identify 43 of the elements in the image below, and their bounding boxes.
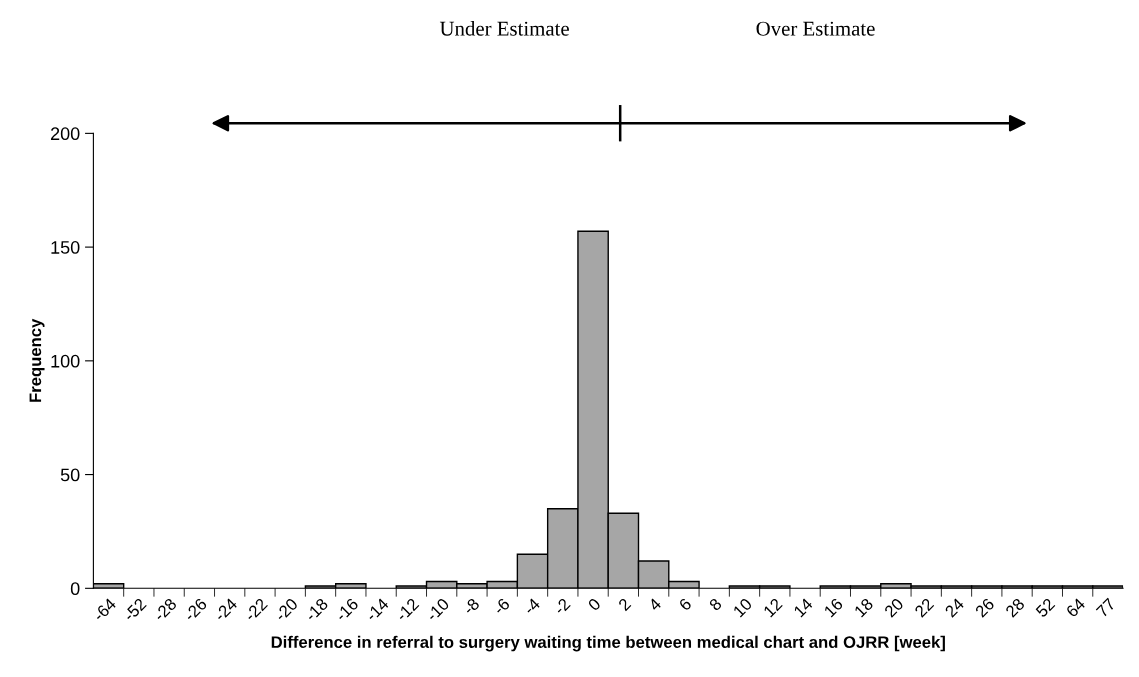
x-tick-label: -4 bbox=[522, 597, 541, 616]
x-tick-label: 20 bbox=[883, 597, 905, 618]
x-tick-label: -26 bbox=[183, 597, 208, 622]
x-tick-label: 52 bbox=[1035, 597, 1056, 618]
x-tick-label: 0 bbox=[587, 597, 602, 612]
x-tick-label: 16 bbox=[823, 597, 844, 618]
x-tick-label: -28 bbox=[152, 597, 178, 622]
x-tick-label: -20 bbox=[274, 597, 299, 622]
x-tick-label: -18 bbox=[304, 597, 329, 622]
x-tick-label: -14 bbox=[365, 597, 390, 622]
x-tick-label: -52 bbox=[122, 597, 147, 622]
x-tick-label: -16 bbox=[334, 597, 359, 622]
y-tick-label: 200 bbox=[50, 127, 80, 141]
x-tick-label: 28 bbox=[1004, 597, 1026, 618]
y-tick-label: 150 bbox=[51, 241, 80, 254]
x-tick-label: 6 bbox=[678, 597, 693, 612]
x-tick-label: 2 bbox=[617, 597, 632, 612]
x-axis-title: Difference in referral to surgery waiting time between medical chart and OJRR [week] bbox=[271, 635, 945, 652]
x-tick-label: 8 bbox=[708, 597, 723, 612]
x-tick-label: -64 bbox=[92, 597, 117, 622]
x-tick-label: -12 bbox=[395, 597, 420, 622]
x-tick-label: 4 bbox=[647, 597, 662, 612]
x-tick-label: -8 bbox=[462, 597, 481, 616]
x-tick-label: -10 bbox=[425, 597, 450, 622]
text: Over Estimate bbox=[756, 21, 875, 36]
y-axis-title: Frequency bbox=[29, 318, 45, 402]
x-tick-label: -2 bbox=[553, 597, 571, 616]
x-tick-label: 77 bbox=[1095, 597, 1116, 618]
x-tick-label: 22 bbox=[914, 597, 935, 618]
x-tick-label: 14 bbox=[793, 597, 814, 618]
x-tick-label: 24 bbox=[944, 597, 965, 618]
x-tick-label: 26 bbox=[974, 597, 995, 618]
x-tick-label: 12 bbox=[762, 597, 783, 618]
x-tick-label: 64 bbox=[1065, 597, 1086, 618]
x-tick-label: 18 bbox=[853, 597, 874, 618]
x-tick-label: -24 bbox=[213, 597, 238, 622]
y-tick-label: 0 bbox=[70, 582, 80, 596]
x-tick-label: 10 bbox=[732, 597, 753, 618]
text: Under Estimate bbox=[439, 21, 569, 36]
x-tick-label: -6 bbox=[492, 597, 511, 616]
y-tick-label: 100 bbox=[51, 354, 80, 368]
x-tick-label: -22 bbox=[243, 597, 268, 622]
y-tick-label: 50 bbox=[60, 468, 80, 482]
